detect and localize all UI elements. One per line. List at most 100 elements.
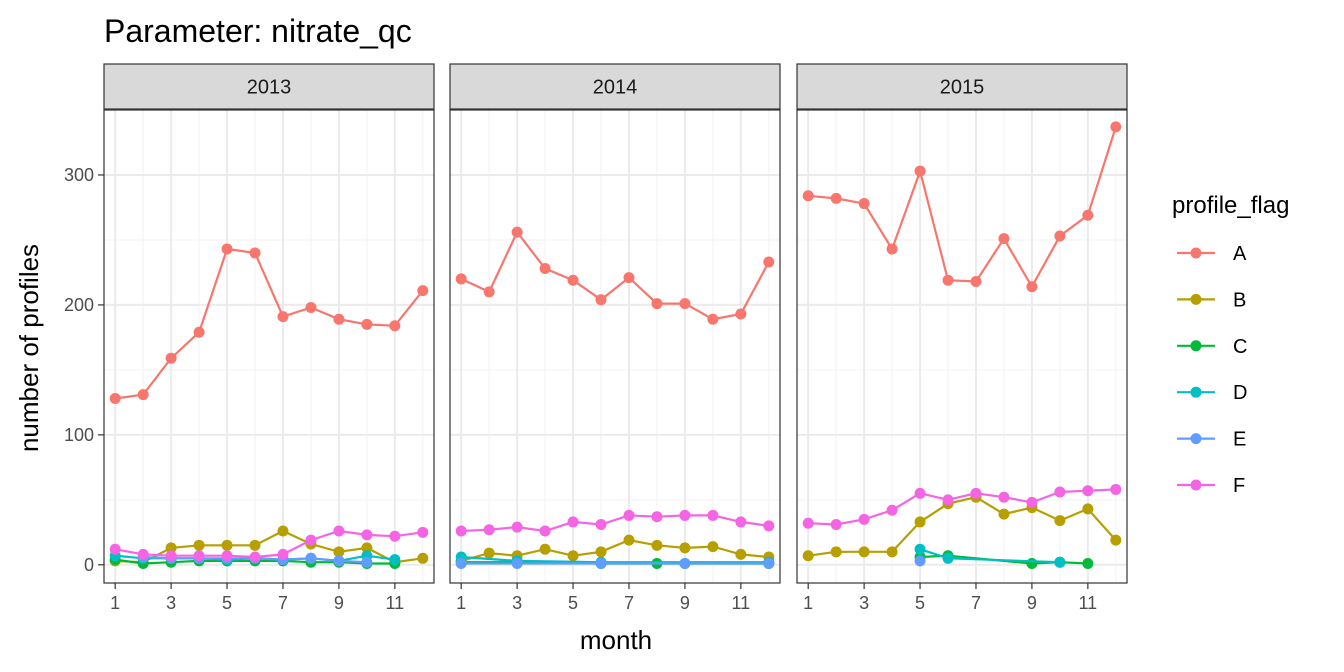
data-point-E [914,555,926,567]
data-point-F [886,504,898,516]
series-line-B [460,538,769,562]
data-point-B [886,546,898,558]
legend: profile_flag A B C D E F [1172,192,1289,497]
panel-2014: 2014 1 3 5 7 9 11 [449,63,781,613]
data-point-F [1082,485,1094,497]
data-point-A [417,285,429,297]
data-point-F [830,519,842,531]
data-point-B [567,550,579,562]
x-tick-label: 7 [624,593,634,613]
data-point-F [1054,486,1066,498]
data-point-A [221,243,233,255]
data-point-A [483,286,495,298]
data-point-C [1082,558,1094,570]
data-point-A [802,190,814,202]
y-tick-label: 100 [64,425,94,445]
data-point-F [249,551,261,563]
data-point-F [483,524,495,536]
data-point-A [679,298,691,310]
data-point-F [539,525,551,537]
data-point-B [595,546,607,558]
data-point-E [763,558,775,570]
data-point-B [1082,503,1094,515]
data-point-A [830,192,842,204]
data-point-B [707,541,719,553]
data-point-E [305,552,317,564]
x-tick-label: 11 [386,593,405,613]
data-point-F [277,548,289,560]
chart-title: Parameter: nitrate_qc [104,13,412,49]
data-point-F [651,511,663,523]
data-point-F [1026,496,1038,508]
data-point-D [942,552,954,564]
data-point-B [679,542,691,554]
y-tick-label: 200 [64,295,94,315]
data-point-A [942,274,954,286]
data-point-A [1082,209,1094,221]
facet-strip [449,63,781,110]
data-point-A [1054,230,1066,242]
data-point-A [886,243,898,255]
data-point-E [595,558,607,570]
panel-border [449,109,781,584]
data-point-A [623,272,635,284]
series-line-D [919,548,1060,564]
data-point-A [109,392,121,404]
data-point-A [333,313,345,325]
series-line-A [808,126,1117,289]
data-point-B [193,539,205,551]
data-point-E [361,556,373,568]
legend-item-B: B [1177,289,1246,311]
data-point-F [109,543,121,555]
x-tick-label: 1 [803,593,813,613]
y-axis-title: number of profiles [14,244,44,452]
legend-key-point [1190,433,1202,445]
data-point-F [763,520,775,532]
data-point-F [305,534,317,546]
data-point-A [970,276,982,288]
data-point-E [511,558,523,570]
legend-key-point [1190,386,1202,398]
data-point-B [333,546,345,558]
x-tick-label: 1 [456,593,466,613]
panel-2015: 2015 1 3 5 7 9 11 [796,63,1128,613]
data-point-B [249,539,261,551]
x-tick-label: 7 [971,593,981,613]
data-point-F [942,494,954,506]
data-point-A [193,326,205,338]
data-point-B [361,542,373,554]
data-point-A [455,273,467,285]
data-point-F [623,509,635,521]
data-point-B [165,542,177,554]
data-point-A [651,298,663,310]
data-point-C [1026,558,1038,570]
data-point-F [679,509,691,521]
data-point-B [914,516,926,528]
legend-label: F [1233,475,1245,497]
panel-border [103,109,435,584]
x-tick-label: 11 [732,593,751,613]
data-point-F [998,491,1010,503]
data-point-A [137,389,149,401]
data-point-A [277,311,289,323]
data-point-F [333,525,345,537]
facet-strip-label: 2013 [247,77,292,99]
data-point-F [455,525,467,537]
facet-strip [103,63,435,110]
y-tick-label: 300 [64,165,94,185]
data-point-D [1054,556,1066,568]
legend-label: D [1233,382,1247,404]
legend-label: E [1233,429,1246,451]
legend-label: B [1233,289,1246,311]
data-point-A [1110,121,1122,133]
data-point-B [802,550,814,562]
x-tick-label: 5 [222,593,232,613]
legend-key-point [1190,247,1202,259]
data-point-A [1026,281,1038,293]
y-tick-label: 0 [84,555,94,575]
x-tick-label: 3 [512,593,522,613]
x-tick-label: 1 [110,593,120,613]
x-axis-title: month [580,625,652,655]
data-point-B [651,539,663,551]
data-point-E [333,555,345,567]
